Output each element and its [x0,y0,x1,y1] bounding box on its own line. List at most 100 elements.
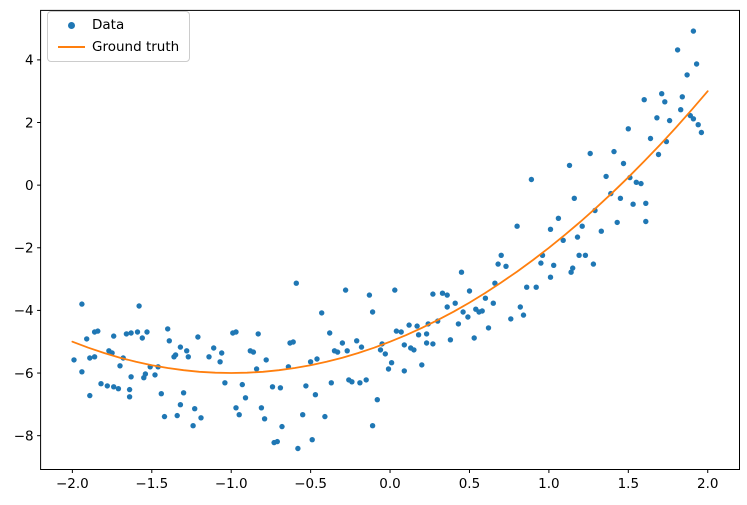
scatter-point [198,415,204,421]
scatter-point [161,413,168,420]
scatter-point [455,321,462,327]
scatter-point [293,280,299,286]
scatter-point [165,326,171,332]
scatter-point [211,345,217,351]
scatter-point [111,333,117,339]
scatter-point [662,99,668,105]
legend-handle [50,46,92,49]
scatter-point [177,344,184,350]
scatter-point [693,61,700,67]
scatter-point [242,395,249,401]
scatter-point [447,337,454,343]
x-tick-label: 0.0 [379,476,400,492]
scatter-point [547,274,554,280]
scatter-point [430,341,436,347]
scatter-point [385,366,392,372]
scatter-point [490,300,496,306]
scatter-point [309,437,315,443]
legend-entry-data: Data [50,16,183,36]
scatter-point [625,126,631,132]
scatter-point [654,115,660,121]
scatter-point [263,357,269,363]
scatter-point [551,262,557,268]
scatter-point [184,348,190,354]
scatter-point [690,116,697,122]
scatter-point [492,280,498,286]
scatter-point [568,269,574,275]
scatter-point [641,97,647,103]
scatter-point [174,412,180,419]
scatter-point [219,350,225,356]
scatter-point [322,413,328,420]
scatter-point [419,362,425,368]
legend-label-ground-truth: Ground truth [92,38,180,55]
scatter-point [633,179,639,185]
x-tick-label: −2.0 [56,476,89,492]
scatter-point [258,405,265,411]
x-tick-label: 2.0 [697,476,718,492]
scatter-point [398,329,404,335]
scatter-point [295,445,301,452]
scatter-point [134,329,141,335]
scatter-point [222,380,228,386]
scatter-point [382,351,388,357]
scatter-point [87,392,93,399]
scatter-point [388,360,395,366]
scatter-point [482,295,489,301]
y-tick-label: −8 [14,428,34,444]
scatter-point [406,322,412,328]
scatter-point [458,269,465,275]
x-tick-label: 0.5 [459,476,480,492]
scatter-point [414,323,420,329]
scatter-point [126,394,133,400]
scatter-point [528,176,535,183]
scatter-point [617,195,624,201]
scatter-point [71,357,77,363]
scatter-point [274,438,280,445]
scatter-point [430,291,436,297]
scatter-point [579,223,585,229]
scatter-point [339,340,346,346]
scatter-point [666,117,673,124]
scatter-point [555,215,562,221]
scatter-point [123,331,130,337]
scatter-point [533,284,539,290]
scatter-point [354,338,360,344]
scatter-point [319,310,325,316]
scatter-point [344,348,350,354]
scatter-point [307,359,314,365]
scatter-point [177,402,184,408]
scatter-point [269,384,276,390]
scatter-point [279,423,285,430]
scatter-point [401,342,407,348]
scatter-point [342,287,349,293]
scatter-point [684,72,690,78]
scatter-point [570,265,576,271]
scatter-point [415,332,422,338]
scatter-point [349,379,355,385]
scatter-point [466,288,473,294]
scatter-point [587,150,593,157]
scatter-point [128,330,134,336]
scatter-point [166,338,172,344]
scatter-point [358,344,365,350]
scatter-point [524,284,530,290]
scatter-point [152,372,158,378]
scatter-point [679,94,685,100]
scatter-point [514,223,520,229]
scatter-point [659,91,665,97]
scatter-point [630,201,636,207]
scatter-point [503,263,509,269]
scatter-point [206,354,212,360]
scatter-point [560,237,566,243]
scatter-point [471,335,477,341]
scatter-point [136,303,142,309]
scatter-point [690,28,697,34]
x-tick-label: −1.0 [215,476,248,492]
scatter-point [439,290,446,296]
scatter-point [392,287,398,293]
scatter-point [444,292,450,298]
scatter-point [250,349,257,355]
